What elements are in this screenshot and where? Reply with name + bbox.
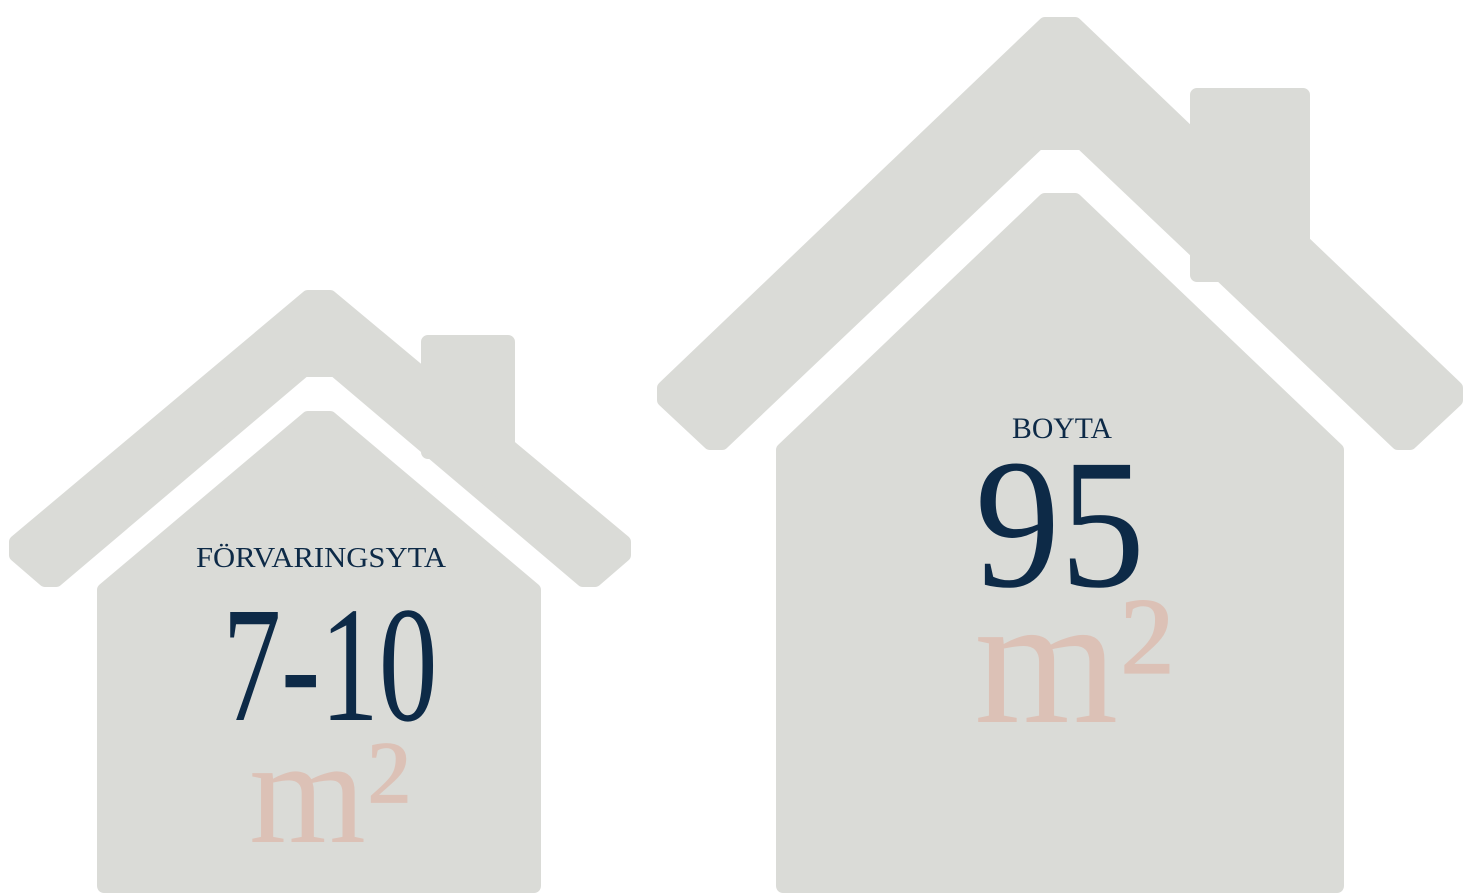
house-value: 7-10 (223, 573, 438, 756)
large-house (657, 17, 1463, 893)
house-unit: m² (974, 558, 1173, 763)
house-label: BOYTA (1012, 412, 1112, 445)
small-house (9, 290, 631, 893)
roof (9, 290, 631, 587)
house-unit: m² (249, 709, 411, 875)
house-label: FÖRVARINGSYTA (196, 542, 446, 574)
house-value: 95 (975, 422, 1145, 627)
body (776, 193, 1344, 893)
roof (657, 17, 1463, 450)
body (97, 411, 541, 893)
